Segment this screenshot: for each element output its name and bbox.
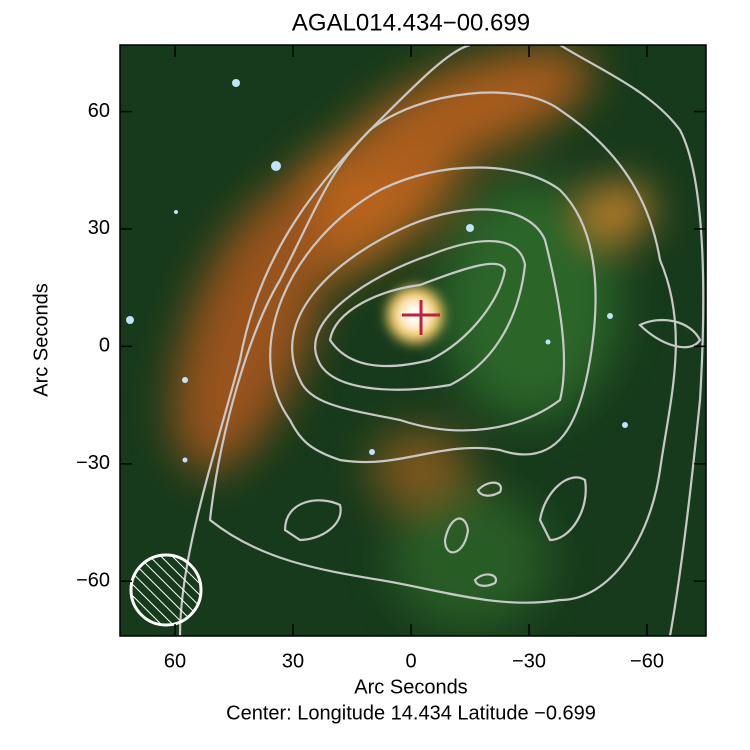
x-tick-label: −60 — [630, 650, 664, 672]
contours — [178, 45, 705, 636]
x-tick-label: 60 — [164, 650, 186, 672]
beam — [129, 553, 203, 627]
y-tick-label: −30 — [76, 452, 110, 474]
x-axis-label: Arc Seconds — [354, 676, 467, 698]
y-tick-label: −60 — [76, 569, 110, 591]
y-tick-label: 60 — [88, 100, 110, 122]
chart-title: AGAL014.434−00.699 — [292, 9, 530, 36]
y-axis-label: Arc Seconds — [30, 283, 52, 396]
stars — [126, 79, 628, 463]
y-tick-label: 30 — [88, 217, 110, 239]
image — [120, 45, 706, 636]
x-tick-label: −30 — [512, 650, 546, 672]
plot-frame — [119, 44, 707, 637]
x-tick-label: 30 — [282, 650, 304, 672]
x-tick-label: 0 — [405, 650, 416, 672]
source-marker — [402, 300, 440, 335]
footer: Center: Longitude 14.434 Latitude −0.699 — [226, 702, 596, 724]
y-tick-label: 0 — [99, 335, 110, 357]
